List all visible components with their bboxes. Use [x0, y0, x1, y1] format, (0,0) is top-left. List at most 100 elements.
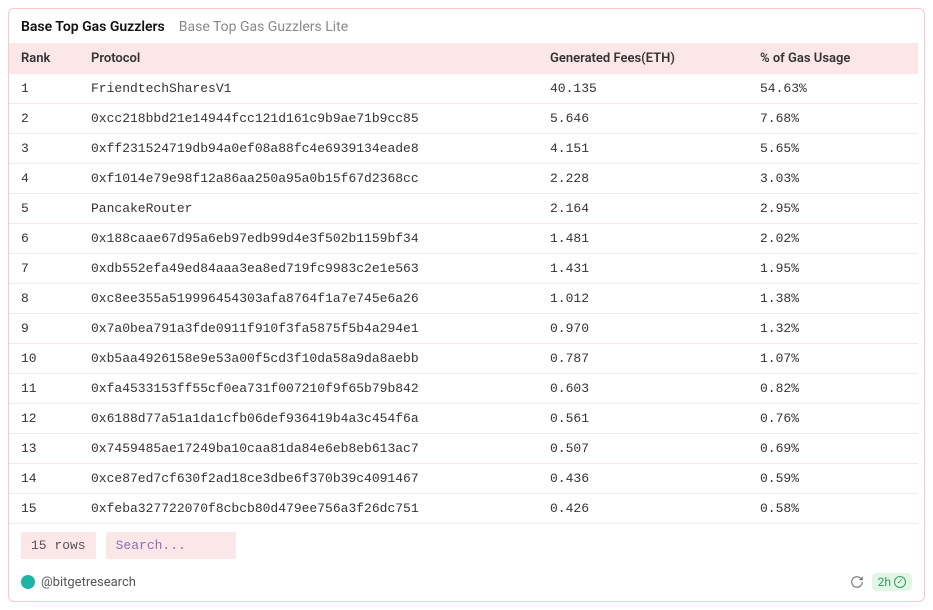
table-row[interactable]: 130x7459485ae17249ba10caa81da84e6eb8eb61… [9, 434, 918, 464]
cell-fees: 0.787 [538, 344, 748, 374]
gas-guzzlers-card: Base Top Gas Guzzlers Base Top Gas Guzzl… [8, 8, 925, 602]
cell-pct: 7.68% [748, 104, 918, 134]
cell-protocol: 0xfa4533153ff55cf0ea731f007210f9f65b79b8… [79, 374, 538, 404]
cell-fees: 1.012 [538, 284, 748, 314]
attribution-right: 2h ✓ [850, 573, 912, 591]
cell-pct: 2.02% [748, 224, 918, 254]
table-row[interactable]: 5PancakeRouter2.1642.95% [9, 194, 918, 224]
cell-fees: 0.436 [538, 464, 748, 494]
table-row[interactable]: 120x6188d77a51a1da1cfb06def936419b4a3c45… [9, 404, 918, 434]
cell-protocol: 0xf1014e79e98f12a86aa250a95a0b15f67d2368… [79, 164, 538, 194]
cell-protocol: 0xdb552efa49ed84aaa3ea8ed719fc9983c2e1e5… [79, 254, 538, 284]
cell-pct: 0.58% [748, 494, 918, 524]
table-row[interactable]: 140xce87ed7cf630f2ad18ce3dbe6f370b39c409… [9, 464, 918, 494]
cell-protocol: 0xfeba327722070f8cbcb80d479ee756a3f26dc7… [79, 494, 538, 524]
cell-pct: 0.82% [748, 374, 918, 404]
cell-fees: 0.970 [538, 314, 748, 344]
cell-pct: 0.59% [748, 464, 918, 494]
col-header-pct[interactable]: % of Gas Usage [748, 43, 918, 74]
attribution-left: @bitgetresearch [21, 575, 136, 590]
cell-rank: 7 [9, 254, 79, 284]
cell-protocol: PancakeRouter [79, 194, 538, 224]
cell-fees: 0.603 [538, 374, 748, 404]
table-row[interactable]: 150xfeba327722070f8cbcb80d479ee756a3f26d… [9, 494, 918, 524]
last-updated-badge: 2h ✓ [872, 573, 912, 591]
table-row[interactable]: 90x7a0bea791a3fde0911f910f3fa5875f5b4a29… [9, 314, 918, 344]
cell-protocol: 0x7459485ae17249ba10caa81da84e6eb8eb613a… [79, 434, 538, 464]
table-row[interactable]: 1FriendtechSharesV140.13554.63% [9, 74, 918, 104]
cell-fees: 0.561 [538, 404, 748, 434]
cell-pct: 1.38% [748, 284, 918, 314]
tabs-bar: Base Top Gas Guzzlers Base Top Gas Guzzl… [9, 9, 924, 43]
cell-rank: 8 [9, 284, 79, 314]
table-row[interactable]: 30xff231524719db94a0ef08a88fc4e6939134ea… [9, 134, 918, 164]
cell-rank: 14 [9, 464, 79, 494]
tab-active[interactable]: Base Top Gas Guzzlers [21, 19, 165, 35]
last-updated-text: 2h [878, 575, 891, 589]
col-header-fees[interactable]: Generated Fees(ETH) [538, 43, 748, 74]
cell-rank: 1 [9, 74, 79, 104]
cell-pct: 1.07% [748, 344, 918, 374]
cell-rank: 5 [9, 194, 79, 224]
cell-protocol: 0xcc218bbd21e14944fcc121d161c9b9ae71b9cc… [79, 104, 538, 134]
cell-protocol: 0x188caae67d95a6eb97edb99d4e3f502b1159bf… [79, 224, 538, 254]
col-header-protocol[interactable]: Protocol [79, 43, 538, 74]
cell-rank: 15 [9, 494, 79, 524]
cell-pct: 1.32% [748, 314, 918, 344]
tab-inactive[interactable]: Base Top Gas Guzzlers Lite [179, 19, 348, 35]
cell-rank: 13 [9, 434, 79, 464]
cell-pct: 3.03% [748, 164, 918, 194]
cell-rank: 2 [9, 104, 79, 134]
table-scroll[interactable]: Rank Protocol Generated Fees(ETH) % of G… [9, 43, 924, 524]
check-icon: ✓ [894, 576, 906, 588]
attribution-bar: @bitgetresearch 2h ✓ [9, 567, 924, 601]
table-header-row: Rank Protocol Generated Fees(ETH) % of G… [9, 43, 918, 74]
cell-rank: 4 [9, 164, 79, 194]
cell-protocol: 0xb5aa4926158e9e53a00f5cd3f10da58a9da8ae… [79, 344, 538, 374]
cell-rank: 12 [9, 404, 79, 434]
cell-fees: 40.135 [538, 74, 748, 104]
cell-protocol: FriendtechSharesV1 [79, 74, 538, 104]
cell-fees: 2.228 [538, 164, 748, 194]
row-count-badge: 15 rows [21, 532, 96, 559]
avatar-icon [21, 575, 35, 589]
cell-pct: 2.95% [748, 194, 918, 224]
cell-protocol: 0x6188d77a51a1da1cfb06def936419b4a3c454f… [79, 404, 538, 434]
cell-fees: 1.431 [538, 254, 748, 284]
cell-protocol: 0xff231524719db94a0ef08a88fc4e6939134ead… [79, 134, 538, 164]
gas-table: Rank Protocol Generated Fees(ETH) % of G… [9, 43, 918, 524]
cell-pct: 0.76% [748, 404, 918, 434]
search-box[interactable] [106, 532, 236, 559]
cell-pct: 0.69% [748, 434, 918, 464]
table-row[interactable]: 80xc8ee355a519996454303afa8764f1a7e745e6… [9, 284, 918, 314]
footer-bar: 15 rows [9, 524, 924, 567]
table-row[interactable]: 110xfa4533153ff55cf0ea731f007210f9f65b79… [9, 374, 918, 404]
cell-fees: 5.646 [538, 104, 748, 134]
cell-protocol: 0x7a0bea791a3fde0911f910f3fa5875f5b4a294… [79, 314, 538, 344]
search-input[interactable] [116, 538, 226, 553]
table-row[interactable]: 20xcc218bbd21e14944fcc121d161c9b9ae71b9c… [9, 104, 918, 134]
cell-fees: 0.426 [538, 494, 748, 524]
table-body: 1FriendtechSharesV140.13554.63%20xcc218b… [9, 74, 918, 524]
refresh-icon[interactable] [850, 575, 864, 589]
cell-pct: 5.65% [748, 134, 918, 164]
cell-fees: 2.164 [538, 194, 748, 224]
table-row[interactable]: 60x188caae67d95a6eb97edb99d4e3f502b1159b… [9, 224, 918, 254]
col-header-rank[interactable]: Rank [9, 43, 79, 74]
cell-rank: 9 [9, 314, 79, 344]
cell-fees: 1.481 [538, 224, 748, 254]
cell-fees: 4.151 [538, 134, 748, 164]
author-handle[interactable]: @bitgetresearch [41, 575, 136, 590]
table-row[interactable]: 40xf1014e79e98f12a86aa250a95a0b15f67d236… [9, 164, 918, 194]
cell-pct: 54.63% [748, 74, 918, 104]
cell-rank: 6 [9, 224, 79, 254]
table-row[interactable]: 100xb5aa4926158e9e53a00f5cd3f10da58a9da8… [9, 344, 918, 374]
cell-fees: 0.507 [538, 434, 748, 464]
cell-rank: 3 [9, 134, 79, 164]
cell-protocol: 0xce87ed7cf630f2ad18ce3dbe6f370b39c40914… [79, 464, 538, 494]
cell-rank: 10 [9, 344, 79, 374]
cell-protocol: 0xc8ee355a519996454303afa8764f1a7e745e6a… [79, 284, 538, 314]
cell-rank: 11 [9, 374, 79, 404]
cell-pct: 1.95% [748, 254, 918, 284]
table-row[interactable]: 70xdb552efa49ed84aaa3ea8ed719fc9983c2e1e… [9, 254, 918, 284]
